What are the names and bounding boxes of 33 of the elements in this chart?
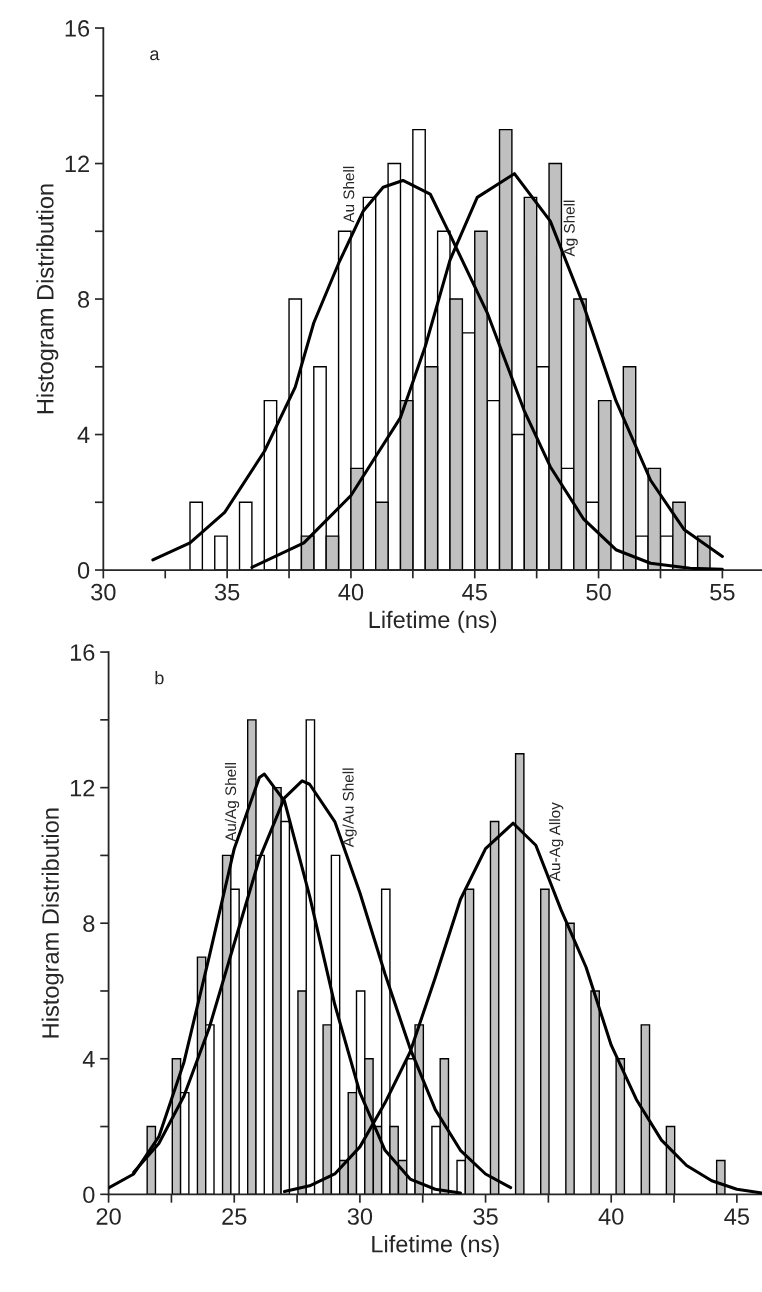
x-tick-label: 35 bbox=[473, 1208, 498, 1225]
text: Ag Shell bbox=[563, 200, 578, 257]
y-tick-label: 12 bbox=[65, 155, 89, 173]
text: Au Shell bbox=[343, 166, 355, 223]
y-tick-label: 8 bbox=[83, 915, 95, 932]
x-tick-label: 40 bbox=[338, 583, 364, 601]
x-tick-label: 35 bbox=[214, 583, 240, 601]
annotation: b bbox=[155, 671, 164, 685]
y-tick-label: 4 bbox=[77, 426, 90, 444]
x-tick-label: 55 bbox=[710, 584, 735, 601]
y-tick-label: 0 bbox=[77, 562, 90, 579]
y-tick-label: 16 bbox=[70, 644, 95, 661]
annotation: a bbox=[150, 50, 160, 61]
x-tick-label: 45 bbox=[462, 584, 487, 601]
x-tick-label: 30 bbox=[91, 583, 116, 601]
text: Ag/Au Shell bbox=[342, 768, 357, 848]
x-tick-label: 45 bbox=[724, 1208, 750, 1225]
x-tick-label: 40 bbox=[598, 1208, 624, 1225]
text: Au-Ag Alloy bbox=[549, 802, 564, 882]
text: Au/Ag Shell bbox=[224, 763, 240, 842]
y-tick-label: 4 bbox=[82, 1051, 95, 1068]
y-tick-label: 12 bbox=[70, 779, 95, 797]
y-tick-label: 0 bbox=[83, 1186, 95, 1204]
x-tick-label: 50 bbox=[586, 583, 611, 601]
y-tick-label: 8 bbox=[78, 291, 90, 308]
x-tick-label: 20 bbox=[96, 1208, 121, 1225]
x-tick-label: 30 bbox=[347, 1208, 373, 1225]
y-tick-label: 16 bbox=[65, 20, 90, 37]
x-axis-title: Lifetime (ns) bbox=[369, 610, 497, 633]
x-axis-title: Lifetime (ns) bbox=[372, 1235, 499, 1258]
x-tick-label: 25 bbox=[222, 1208, 247, 1225]
y-axis-title: Histogram Distribution bbox=[41, 808, 64, 1038]
y-axis-title: Histogram Distribution bbox=[36, 184, 59, 414]
